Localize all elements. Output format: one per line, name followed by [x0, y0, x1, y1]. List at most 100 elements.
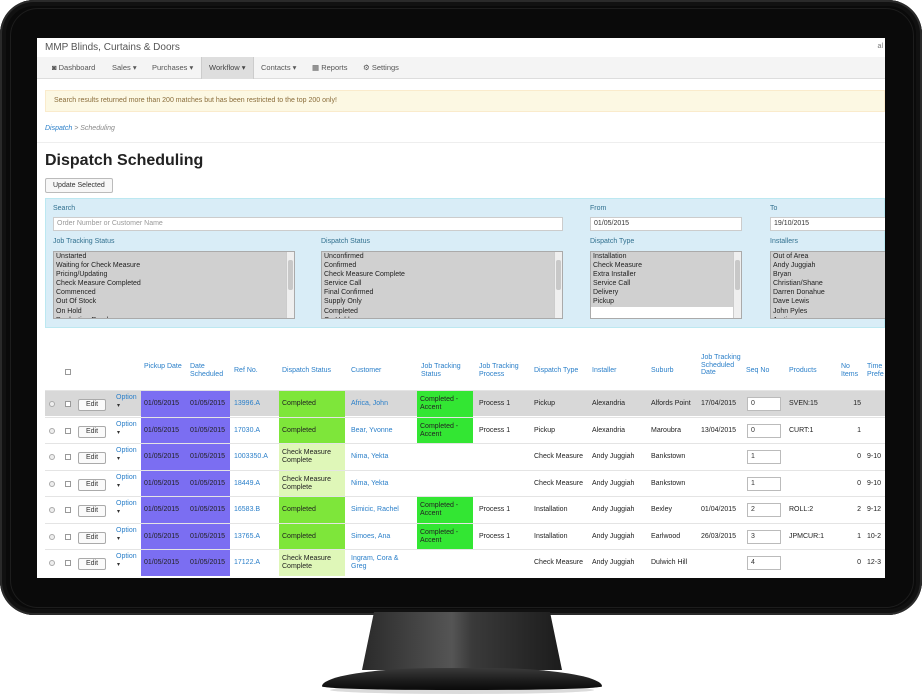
select-option[interactable]: Bryan — [771, 270, 885, 280]
listbox-scrollbar[interactable] — [554, 252, 562, 318]
select-option[interactable]: Pricing/Updating — [54, 270, 294, 280]
row-checkbox[interactable] — [65, 533, 71, 540]
select-option[interactable]: Justin — [771, 315, 885, 318]
option-dropdown[interactable]: Option — [116, 553, 137, 560]
select-option[interactable]: Supply Only — [322, 297, 562, 307]
header-time-preference[interactable]: Time Prefe — [867, 363, 884, 378]
nav-dashboard[interactable]: ◙ Dashboard — [52, 63, 96, 72]
select-option[interactable]: Service Call — [591, 279, 741, 289]
select-option[interactable]: On Hold — [322, 315, 562, 318]
ref-no[interactable]: 13765.A — [234, 532, 261, 540]
seq-no-input[interactable]: 3 — [747, 529, 781, 544]
listbox-scrollbar[interactable] — [733, 252, 741, 318]
nav-workflow[interactable]: Workflow ▾ — [201, 57, 254, 79]
select-option[interactable]: Delivery — [591, 288, 741, 298]
select-option[interactable]: Installation — [591, 252, 741, 262]
dispatch-type-select[interactable]: Installation Check Measure Extra Installer… — [590, 251, 742, 319]
select-option[interactable]: Unconfirmed — [322, 252, 562, 262]
edit-button[interactable]: Edit — [78, 478, 106, 491]
select-option[interactable]: Out of Area — [771, 252, 885, 262]
option-dropdown[interactable]: Option — [116, 420, 137, 428]
header-job-tracking-status[interactable]: Job Tracking Status — [421, 363, 461, 378]
select-option[interactable]: Check Measure Completed — [54, 279, 294, 289]
installers-select[interactable]: Out of Area Andy Juggiah Bryan Christian/Sh… — [770, 251, 885, 319]
select-option[interactable]: Production Ready — [54, 315, 294, 318]
customer-name[interactable]: Simicic, Rachel — [351, 506, 399, 513]
ref-no[interactable]: 17030.A — [234, 426, 261, 434]
option-dropdown[interactable]: Option — [116, 473, 137, 481]
header-seq-no[interactable]: Seq No — [746, 367, 770, 374]
ref-no[interactable]: 1003350.A — [234, 453, 268, 460]
seq-no-input[interactable]: 2 — [747, 503, 781, 517]
select-option[interactable]: Pickup — [591, 297, 741, 307]
ref-no[interactable]: 18449.A — [234, 479, 261, 487]
select-option[interactable]: Final Confirmed — [322, 288, 562, 298]
customer-name[interactable]: Bear, Yvonne — [351, 426, 393, 434]
select-option[interactable]: Dave Lewis — [771, 297, 885, 307]
select-option[interactable]: Waiting for Check Measure — [54, 261, 294, 271]
expand-row-icon[interactable] — [49, 480, 55, 487]
select-option[interactable]: Completed — [322, 306, 562, 316]
table-row[interactable]: Edit Option ▾ 01/05/2015 01/05/2015 Completed… — [45, 496, 885, 523]
header-date-scheduled[interactable]: Date Scheduled — [190, 363, 224, 378]
header-products[interactable]: Products — [789, 367, 817, 374]
expand-row-icon[interactable] — [49, 507, 55, 513]
breadcrumb-dispatch-link[interactable]: Dispatch — [45, 125, 73, 132]
select-option[interactable]: Confirmed — [322, 261, 562, 271]
row-checkbox[interactable] — [65, 401, 71, 407]
header-ref-no[interactable]: Ref No. — [234, 367, 258, 374]
select-option[interactable]: Check Measure — [591, 261, 741, 271]
row-checkbox[interactable] — [65, 454, 71, 460]
customer-name[interactable]: Nima, Yekta — [351, 453, 389, 460]
header-suburb[interactable]: Suburb — [651, 367, 674, 374]
table-row[interactable]: Edit Option ▾ 01/05/2015 01/05/2015 Completed… — [45, 416, 885, 444]
edit-button[interactable]: Edit — [78, 558, 106, 570]
header-pickup-date[interactable]: Pickup Date — [144, 363, 182, 370]
select-option[interactable]: Darren Donahue — [771, 288, 885, 298]
table-row[interactable]: Edit Option ▾ 01/05/2015 01/05/2015 Completed… — [45, 390, 885, 417]
nav-settings[interactable]: ⚙ Settings — [363, 63, 399, 72]
seq-no-input[interactable]: 1 — [747, 476, 781, 491]
listbox-scrollbar[interactable] — [286, 252, 294, 318]
table-row[interactable]: Edit Option ▾ 01/05/2015 01/05/2015 Check Mea… — [45, 443, 885, 470]
option-dropdown[interactable]: Option — [116, 500, 137, 507]
from-date-input[interactable]: 01/05/2015 — [590, 217, 742, 231]
row-checkbox[interactable] — [65, 427, 71, 434]
nav-contacts[interactable]: Contacts ▾ — [261, 63, 297, 72]
seq-no-input[interactable]: 0 — [747, 397, 781, 411]
seq-no-input[interactable]: 1 — [747, 450, 781, 464]
nav-reports[interactable]: ▦ Reports — [312, 63, 348, 72]
edit-button[interactable]: Edit — [78, 425, 106, 438]
header-no-items[interactable]: No Items — [841, 363, 859, 378]
select-option[interactable]: Out Of Stock — [54, 297, 294, 307]
expand-row-icon[interactable] — [49, 454, 55, 460]
job-tracking-status-select[interactable]: Unstarted Waiting for Check Measure Pricin… — [53, 251, 295, 319]
search-input[interactable]: Order Number or Customer Name — [53, 217, 563, 231]
expand-row-icon[interactable] — [49, 560, 55, 566]
header-dispatch-status[interactable]: Dispatch Status — [282, 367, 332, 374]
expand-row-icon[interactable] — [49, 427, 55, 434]
nav-sales[interactable]: Sales ▾ — [112, 63, 137, 72]
header-job-tracking-scheduled-date[interactable]: Job Tracking Scheduled Date — [701, 354, 741, 376]
user-menu[interactable]: al — [877, 43, 883, 50]
to-date-input[interactable]: 19/10/2015 — [770, 217, 885, 231]
edit-button[interactable]: Edit — [78, 452, 106, 464]
select-option[interactable]: Unstarted — [54, 252, 294, 262]
select-option[interactable]: Andy Juggiah — [771, 261, 885, 271]
select-option[interactable]: Commenced — [54, 288, 294, 298]
select-option[interactable]: Service Call — [322, 279, 562, 289]
ref-no[interactable]: 17122.A — [234, 559, 261, 566]
table-row[interactable]: Edit Option ▾ 01/05/2015 01/05/2015 Completed… — [45, 522, 885, 550]
select-all-checkbox[interactable] — [65, 369, 71, 375]
select-option[interactable]: Check Measure Complete — [322, 270, 562, 280]
edit-button[interactable]: Edit — [78, 531, 106, 544]
update-selected-button[interactable]: Update Selected — [45, 178, 113, 193]
edit-button[interactable]: Edit — [78, 505, 106, 517]
customer-name[interactable]: Simoes, Ana — [351, 532, 391, 540]
header-customer[interactable]: Customer — [351, 367, 382, 374]
option-dropdown[interactable]: Option — [116, 526, 137, 534]
header-job-tracking-process[interactable]: Job Tracking Process — [479, 363, 519, 378]
option-dropdown[interactable]: Option — [116, 447, 137, 454]
edit-button[interactable]: Edit — [78, 399, 106, 411]
select-option[interactable]: John Pyles — [771, 306, 885, 316]
